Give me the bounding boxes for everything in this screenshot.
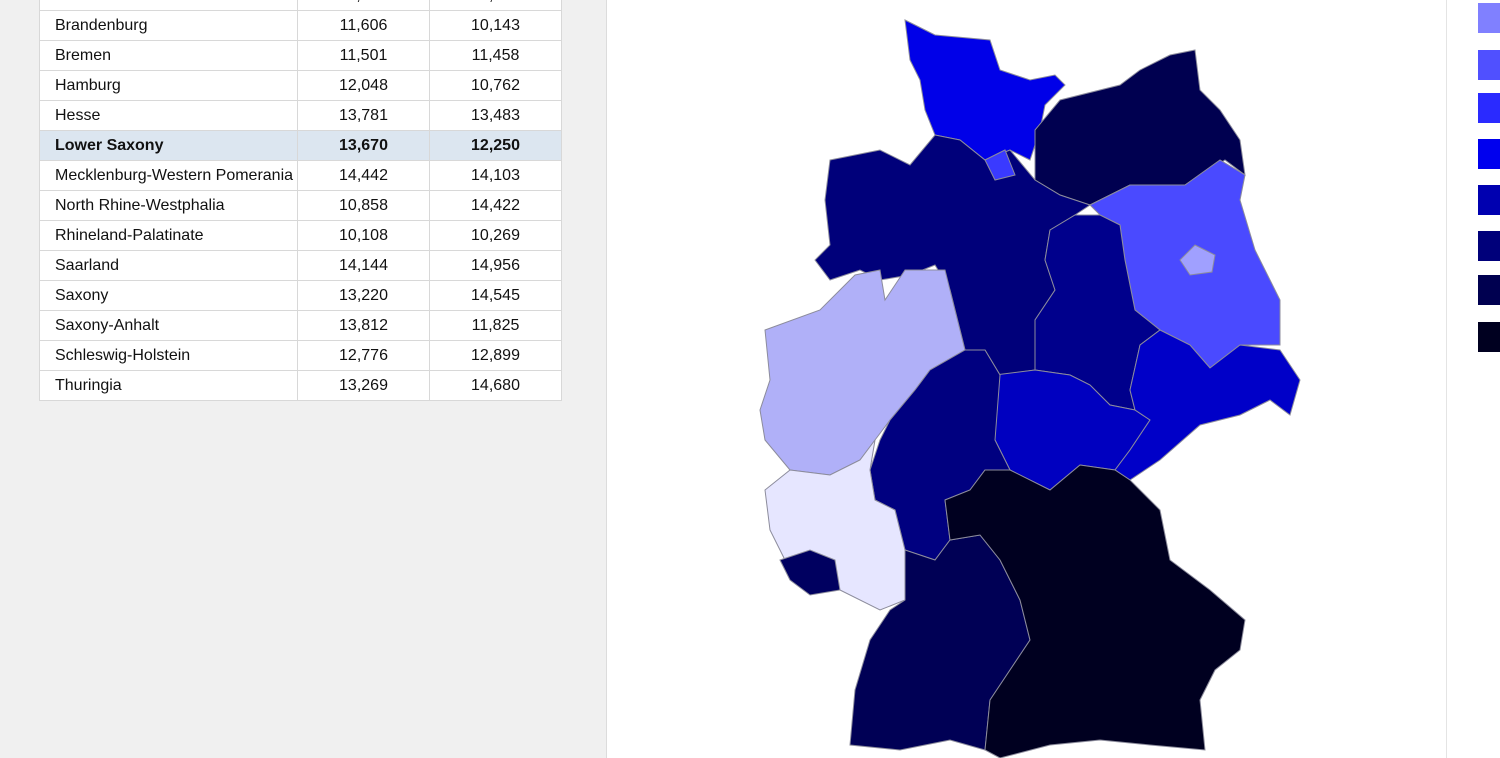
state-cell: Lower Saxony: [39, 130, 298, 161]
table-row[interactable]: Rhineland-Palatinate 10,108 10,269: [39, 220, 562, 251]
value-cell: 13,220: [297, 280, 430, 311]
value-cell: 13,812: [297, 310, 430, 341]
table-row[interactable]: North Rhine-Westphalia 10,858 14,422: [39, 190, 562, 221]
legend-swatch: [1478, 50, 1500, 80]
data-table: Berlin11,63010,094Brandenburg11,60610,14…: [39, 0, 562, 401]
value-cell: 11,825: [429, 310, 562, 341]
value-cell: 14,545: [429, 280, 562, 311]
table-row[interactable]: Schleswig-Holstein 12,776 12,899: [39, 340, 562, 371]
table-row[interactable]: Saarland 14,144 14,956: [39, 250, 562, 281]
table-row[interactable]: Hesse 13,781 13,483: [39, 100, 562, 131]
value-cell: 14,442: [297, 160, 430, 191]
state-cell: Schleswig-Holstein: [39, 340, 298, 371]
value-cell: 13,269: [297, 370, 430, 401]
saxony[interactable]: [1114, 329, 1301, 481]
value-cell: 11,630: [297, 0, 430, 11]
hamburg[interactable]: [984, 149, 1016, 181]
table-row[interactable]: Hamburg 12,048 10,762: [39, 70, 562, 101]
value-cell: 12,899: [429, 340, 562, 371]
value-cell: 10,108: [297, 220, 430, 251]
state-cell: Mecklenburg-Western Pomerania: [39, 160, 298, 191]
value-cell: 11,501: [297, 40, 430, 71]
table-row[interactable]: Bremen 11,501 11,458: [39, 40, 562, 71]
value-cell: 12,776: [297, 340, 430, 371]
state-cell: Berlin: [39, 0, 298, 11]
value-cell: 14,680: [429, 370, 562, 401]
legend-swatch: [1478, 322, 1500, 352]
value-cell: 13,483: [429, 100, 562, 131]
value-cell: 10,762: [429, 70, 562, 101]
value-cell: 12,250: [429, 130, 562, 161]
bavaria[interactable]: [944, 464, 1246, 758]
value-cell: 13,670: [297, 130, 430, 161]
value-cell: 13,781: [297, 100, 430, 131]
legend-swatch: [1478, 231, 1500, 261]
panel-divider: [1446, 0, 1447, 758]
value-cell: 14,103: [429, 160, 562, 191]
table-row[interactable]: Thuringia 13,269 14,680: [39, 370, 562, 401]
table-row[interactable]: Berlin11,63010,094: [39, 0, 562, 11]
table-row[interactable]: Lower Saxony 13,670 12,250: [39, 130, 562, 161]
saarland[interactable]: [779, 549, 841, 596]
value-cell: 10,269: [429, 220, 562, 251]
table-panel: Berlin11,63010,094Brandenburg11,60610,14…: [0, 0, 607, 758]
value-cell: 10,858: [297, 190, 430, 221]
value-cell: 10,143: [429, 10, 562, 41]
legend-swatch: [1478, 93, 1500, 123]
legend-swatch: [1478, 275, 1500, 305]
germany-map: [759, 19, 1301, 758]
state-cell: Saarland: [39, 250, 298, 281]
value-cell: 10,094: [429, 0, 562, 11]
berlin[interactable]: [1179, 244, 1216, 276]
state-cell: Rhineland-Palatinate: [39, 220, 298, 251]
state-cell: Thuringia: [39, 370, 298, 401]
value-cell: 14,956: [429, 250, 562, 281]
value-cell: 14,422: [429, 190, 562, 221]
value-cell: 14,144: [297, 250, 430, 281]
state-cell: Saxony-Anhalt: [39, 310, 298, 341]
state-cell: Saxony: [39, 280, 298, 311]
table-row[interactable]: Brandenburg 11,606 10,143: [39, 10, 562, 41]
state-cell: North Rhine-Westphalia: [39, 190, 298, 221]
legend-swatch: [1478, 185, 1500, 215]
table-row[interactable]: Saxony-Anhalt 13,812 11,825: [39, 310, 562, 341]
legend-swatch: [1478, 139, 1500, 169]
value-cell: 11,606: [297, 10, 430, 41]
state-cell: Brandenburg: [39, 10, 298, 41]
state-cell: Bremen: [39, 40, 298, 71]
value-cell: 11,458: [429, 40, 562, 71]
table-row[interactable]: Mecklenburg-Western Pomerania 14,442 14,10…: [39, 160, 562, 191]
value-cell: 12,048: [297, 70, 430, 101]
table-row[interactable]: Saxony 13,220 14,545: [39, 280, 562, 311]
state-cell: Hesse: [39, 100, 298, 131]
legend-swatch: [1478, 3, 1500, 33]
state-cell: Hamburg: [39, 70, 298, 101]
